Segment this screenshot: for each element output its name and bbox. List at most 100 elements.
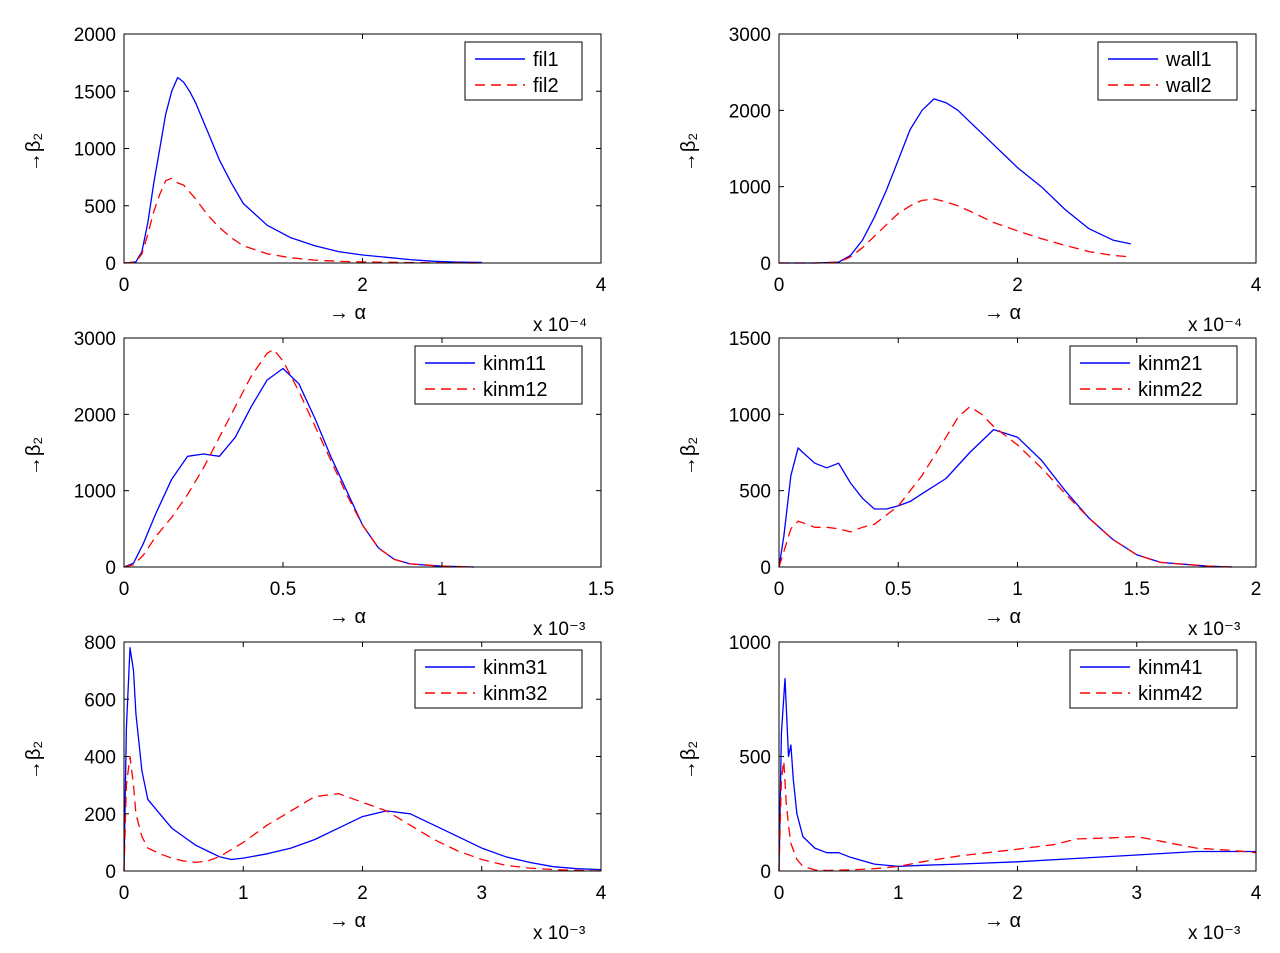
- y-axis-label: →β₂: [23, 133, 45, 172]
- y-tick-label: 1000: [729, 405, 771, 426]
- x-exponent-label: x 10⁻³: [1188, 619, 1240, 640]
- subplot-2: 0 2 4 0 1000 2000 3000 → α →β₂ x 10⁻⁴ wall1 wall2: [678, 25, 1262, 336]
- legend-box: [414, 649, 583, 709]
- legend: kinm41 kinm42: [1069, 649, 1238, 709]
- y-tick-label: 800: [84, 633, 116, 654]
- legend-label-wall1: wall1: [1165, 49, 1212, 71]
- legend-label-kinm12: kinm12: [483, 379, 547, 401]
- x-tick-label: 0: [119, 579, 130, 600]
- y-tick-label: 600: [84, 690, 116, 711]
- subplot-6: 0 1 2 3 4 0 500 1000 → α →β₂ x 10⁻³ kinm41 kinm42: [678, 633, 1262, 944]
- y-tick-label: 2000: [74, 25, 116, 46]
- axes-box: [123, 337, 602, 568]
- legend-label-kinm22: kinm22: [1138, 379, 1202, 401]
- series-line-wall1: [779, 98, 1131, 264]
- legend-label-fil1: fil1: [533, 49, 559, 71]
- x-axis-label: → α: [984, 910, 1021, 932]
- x-exponent-label: x 10⁻⁴: [1188, 315, 1242, 336]
- x-tick-label: 2: [1012, 883, 1023, 904]
- y-tick-label: 500: [84, 197, 116, 218]
- y-tick-label: 0: [760, 254, 771, 275]
- legend-label-kinm11: kinm11: [483, 353, 546, 375]
- y-tick-label: 0: [760, 862, 771, 883]
- y-tick-label: 0: [105, 862, 116, 883]
- y-tick-label: 3000: [74, 329, 116, 350]
- series-line-wall2: [779, 198, 1131, 264]
- y-tick-label: 1500: [729, 329, 771, 350]
- legend-label-fil2: fil2: [533, 75, 559, 97]
- legend-label-kinm42: kinm42: [1138, 683, 1202, 705]
- x-tick-label: 0: [774, 275, 785, 296]
- y-tick-label: 200: [84, 805, 116, 826]
- y-axis-label: →β₂: [678, 133, 700, 172]
- series-line-kinm31: [123, 647, 602, 872]
- x-exponent-label: x 10⁻³: [533, 619, 585, 640]
- legend: wall1 wall2: [1097, 41, 1238, 101]
- legend-label-kinm31: kinm31: [483, 657, 547, 679]
- x-axis-label: → α: [984, 302, 1021, 324]
- y-tick-label: 1500: [74, 82, 116, 103]
- x-tick-label: 4: [596, 275, 607, 296]
- legend-box: [414, 345, 583, 405]
- y-tick-label: 400: [84, 748, 116, 769]
- x-exponent-label: x 10⁻⁴: [533, 315, 587, 336]
- y-tick-label: 2000: [729, 101, 771, 122]
- y-axis-label: →β₂: [678, 741, 700, 780]
- x-axis-label: → α: [984, 606, 1021, 628]
- series-line-kinm32: [123, 755, 602, 872]
- legend: fil1 fil2: [464, 41, 583, 101]
- y-tick-label: 1000: [74, 140, 116, 161]
- x-tick-label: 2: [357, 275, 368, 296]
- x-tick-label: 0: [119, 883, 130, 904]
- y-tick-label: 500: [739, 482, 771, 503]
- x-tick-label: 2: [1251, 579, 1262, 600]
- legend: kinm11 kinm12: [414, 345, 583, 405]
- x-tick-label: 1.5: [588, 579, 614, 600]
- x-tick-label: 0: [774, 883, 785, 904]
- x-tick-label: 1: [1012, 579, 1023, 600]
- legend: kinm31 kinm32: [414, 649, 583, 709]
- x-exponent-label: x 10⁻³: [533, 923, 585, 944]
- y-tick-label: 1000: [729, 633, 771, 654]
- x-tick-label: 1: [238, 883, 249, 904]
- y-tick-label: 3000: [729, 25, 771, 46]
- legend-box: [1097, 41, 1238, 101]
- y-tick-label: 1000: [74, 482, 116, 503]
- legend-label-kinm21: kinm21: [1138, 353, 1202, 375]
- legend-box: [1069, 649, 1238, 709]
- x-tick-label: 4: [1251, 275, 1262, 296]
- x-tick-label: 1: [893, 883, 904, 904]
- y-tick-label: 1000: [729, 178, 771, 199]
- legend: kinm21 kinm22: [1069, 345, 1238, 405]
- series-line-fil1: [123, 76, 482, 264]
- x-tick-label: 0.5: [270, 579, 296, 600]
- y-axis-label: →β₂: [23, 437, 45, 476]
- series-line-kinm22: [778, 406, 1233, 568]
- x-tick-label: 4: [596, 883, 607, 904]
- legend-label-wall2: wall2: [1165, 75, 1212, 97]
- x-tick-label: 0.5: [885, 579, 911, 600]
- x-tick-label: 1.5: [1124, 579, 1150, 600]
- y-tick-label: 2000: [74, 405, 116, 426]
- legend-label-kinm32: kinm32: [483, 683, 547, 705]
- y-tick-label: 500: [739, 748, 771, 769]
- x-axis-label: → α: [329, 302, 366, 324]
- y-axis-label: →β₂: [678, 437, 700, 476]
- x-tick-label: 1: [437, 579, 448, 600]
- x-tick-label: 2: [1012, 275, 1023, 296]
- x-tick-label: 3: [1131, 883, 1142, 904]
- legend-box: [1069, 345, 1238, 405]
- x-tick-label: 0: [774, 579, 785, 600]
- x-axis-label: → α: [329, 910, 366, 932]
- y-tick-label: 0: [105, 254, 116, 275]
- y-tick-label: 0: [105, 558, 116, 579]
- x-axis-label: → α: [329, 606, 366, 628]
- y-tick-label: 0: [760, 558, 771, 579]
- series-line-kinm41: [778, 677, 1256, 872]
- y-axis-label: →β₂: [23, 741, 45, 780]
- legend-box: [464, 41, 583, 101]
- x-tick-label: 3: [476, 883, 487, 904]
